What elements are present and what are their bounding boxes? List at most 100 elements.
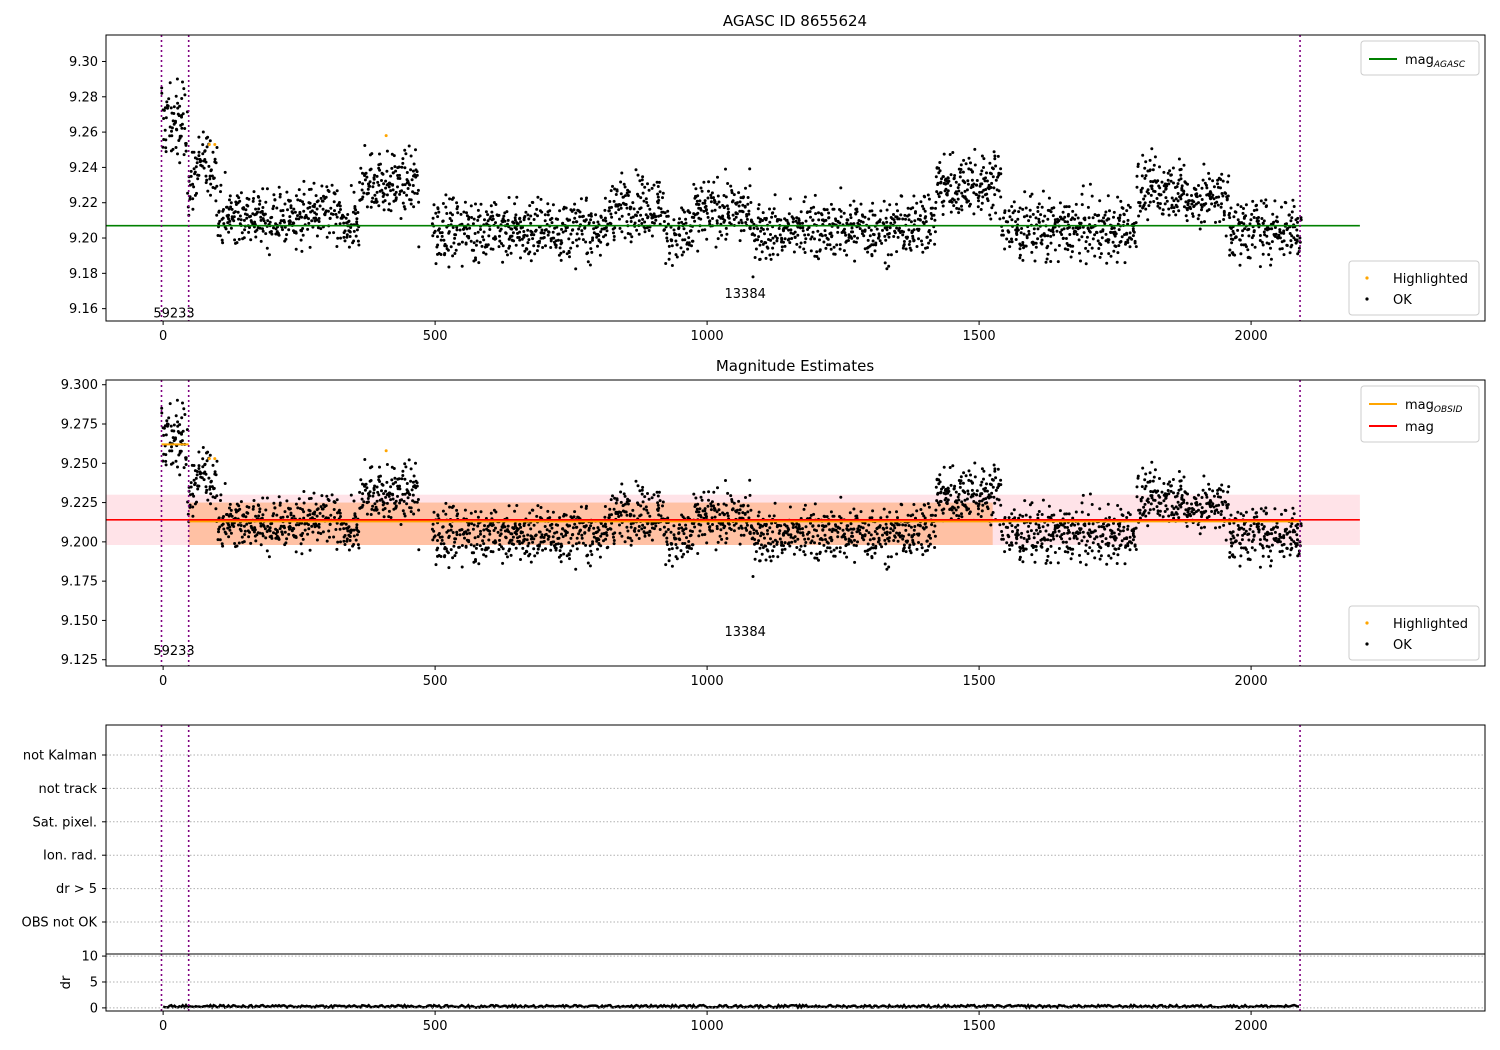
ok-point [844,233,848,237]
ok-point [590,250,594,254]
ok-point [357,530,361,534]
ok-point [885,515,889,519]
ok-point [233,238,237,242]
ok-point [180,126,184,130]
ok-point [1046,234,1050,238]
ok-point [460,544,464,547]
ok-point [612,507,616,511]
ok-point [635,228,639,232]
ok-point [953,484,957,488]
ok-point [769,233,772,236]
ok-point [687,241,691,245]
ok-point [565,226,569,229]
ok-point [1013,209,1017,213]
ok-point [626,529,630,533]
ok-point [288,507,292,511]
ok-point [723,512,726,516]
ok-point [930,523,934,527]
ok-point [1109,254,1113,258]
ok-point [1167,182,1171,186]
ok-point [909,220,913,224]
ok-point [184,142,188,145]
ok-point [251,528,255,532]
ok-point [1014,238,1018,241]
ok-point [931,513,934,517]
ok-point [999,478,1003,482]
ok-point [1166,178,1170,182]
ok-point [922,222,926,226]
ok-point [1296,252,1300,256]
ok-point [1139,190,1143,194]
ok-point [215,146,219,149]
ok-point [321,507,325,511]
ok-point [1021,241,1025,244]
ok-point [196,487,200,491]
ok-point [854,240,858,244]
ok-point [902,230,905,234]
ok-point [683,542,687,545]
ok-point [528,250,532,254]
ok-point [204,174,208,178]
ok-point [665,536,669,540]
ok-point [925,539,929,543]
ok-point [317,525,321,529]
ok-point [761,228,765,231]
ok-point [656,501,660,505]
ok-point [229,508,233,512]
ok-point [472,523,476,527]
ok-point [632,514,636,518]
ok-point [788,505,792,509]
ok-point [327,499,331,502]
ok-point [510,234,514,238]
ok-point [962,158,966,162]
ok-point [1151,168,1155,172]
ok-point [417,245,421,249]
ok-point [1236,228,1240,232]
ok-point [334,528,338,531]
ok-point [375,174,379,178]
ok-point [514,213,518,217]
ok-point [937,166,941,170]
ok-point [705,237,709,241]
ok-point [801,229,805,233]
ok-point [771,554,775,558]
ok-point [362,500,366,504]
ok-point [301,537,305,541]
ok-point [724,541,728,545]
ok-point [947,489,951,493]
ok-point [1239,252,1243,256]
ok-point [462,210,466,214]
ok-point [839,209,843,213]
ok-point [546,537,550,541]
ok-point [1078,251,1081,255]
ok-point [810,539,814,543]
ok-point [984,486,987,490]
ok-point [704,512,708,516]
ok-point [1252,229,1256,233]
ok-point [1199,203,1203,207]
ok-point [229,226,233,230]
ok-point [488,228,492,231]
ok-point [205,145,209,149]
ok-point [313,202,317,206]
ok-point [763,232,766,236]
ok-point [922,527,926,531]
ok-point [539,197,543,201]
ok-point [687,540,691,543]
ok-point [307,523,310,527]
ok-point [1096,239,1100,243]
ok-point [1267,227,1271,231]
ok-point [705,211,709,215]
ok-point [652,221,656,225]
ok-point [713,515,717,519]
ok-point [926,193,930,197]
ok-point [1234,210,1238,214]
ok-point [638,489,642,493]
ok-point [988,161,992,165]
ok-point [1061,210,1065,214]
ok-point [657,513,661,517]
ok-point [678,538,682,542]
ok-point [648,207,652,211]
ok-point [656,192,660,196]
ok-point [441,202,445,205]
